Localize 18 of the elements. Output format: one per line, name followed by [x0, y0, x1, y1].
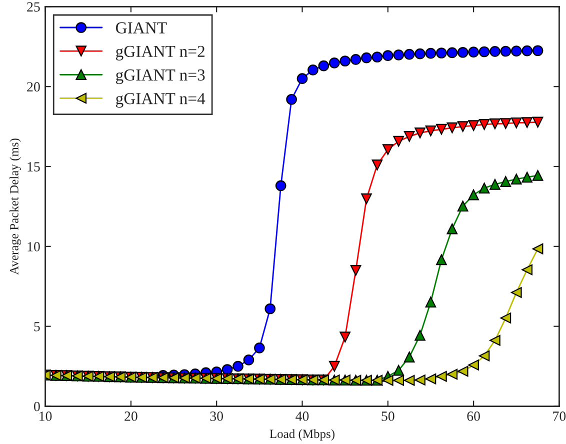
y-tick-label: 10: [28, 242, 40, 252]
y-tick-label: 15: [28, 162, 40, 172]
y-tick-label: 0: [34, 402, 40, 412]
legend-label: GIANT: [116, 22, 167, 34]
x-tick-label: 20: [124, 412, 138, 421]
legend-label: gGIANT n=3: [116, 69, 205, 84]
y-axis-title: Average Packet Delay (ms): [10, 138, 21, 275]
x-axis-title: Load (Mbps): [270, 429, 334, 441]
x-tick-label: 70: [553, 412, 566, 421]
y-tick-label: 25: [27, 2, 40, 12]
x-tick-label: 50: [382, 412, 394, 421]
x-tick-label: 30: [210, 412, 224, 421]
legend-label: gGIANT n=2: [116, 46, 204, 60]
y-tick-label: 20: [27, 82, 40, 92]
x-tick-label: 40: [296, 412, 309, 421]
legend-label: gGIANT n=4: [116, 93, 206, 108]
x-tick-label: 60: [467, 412, 480, 421]
y-tick-label: 5: [34, 322, 40, 332]
